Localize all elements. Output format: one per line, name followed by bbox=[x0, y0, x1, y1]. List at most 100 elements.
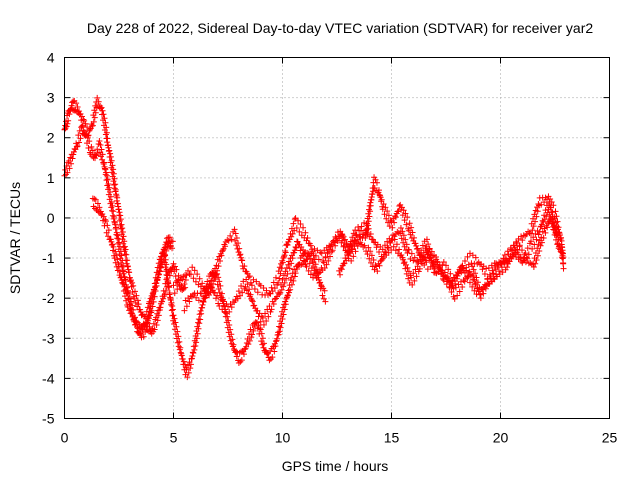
data-point bbox=[405, 246, 412, 253]
data-point bbox=[542, 229, 549, 236]
data-point bbox=[438, 270, 445, 277]
data-point bbox=[466, 268, 473, 275]
data-point bbox=[343, 240, 350, 247]
data-point bbox=[176, 281, 183, 288]
data-point bbox=[262, 310, 269, 317]
data-point bbox=[257, 318, 264, 325]
data-point bbox=[328, 248, 335, 255]
data-point bbox=[162, 252, 169, 259]
data-point bbox=[485, 265, 492, 272]
data-point bbox=[272, 343, 279, 350]
data-point bbox=[264, 351, 271, 358]
data-point bbox=[375, 187, 382, 194]
data-point bbox=[163, 266, 170, 273]
chart-title: Day 228 of 2022, Sidereal Day-to-day VTE… bbox=[87, 20, 593, 36]
data-point bbox=[78, 123, 85, 130]
data-point bbox=[327, 253, 334, 260]
data-point bbox=[372, 176, 379, 183]
data-point bbox=[83, 131, 90, 138]
data-point bbox=[501, 252, 508, 258]
data-point bbox=[128, 306, 135, 313]
data-point bbox=[80, 116, 87, 123]
data-point bbox=[180, 285, 187, 292]
data-point bbox=[477, 295, 484, 302]
data-point bbox=[300, 257, 307, 264]
data-point bbox=[392, 247, 399, 254]
data-point bbox=[126, 301, 133, 308]
data-point bbox=[174, 339, 181, 346]
data-point bbox=[480, 290, 487, 297]
data-point bbox=[486, 271, 493, 278]
data-point bbox=[307, 271, 314, 278]
data-point bbox=[275, 331, 282, 338]
data-point bbox=[65, 117, 72, 124]
data-point bbox=[505, 251, 512, 258]
data-point bbox=[219, 306, 226, 313]
data-point bbox=[258, 330, 265, 337]
data-point bbox=[247, 279, 254, 286]
data-point bbox=[108, 157, 115, 164]
data-point bbox=[489, 267, 496, 274]
data-point bbox=[76, 139, 83, 146]
data-point bbox=[533, 236, 540, 243]
data-point bbox=[184, 374, 191, 381]
data-point bbox=[117, 248, 124, 255]
data-point bbox=[155, 312, 162, 319]
data-point bbox=[472, 280, 479, 287]
data-point bbox=[385, 212, 392, 219]
data-point bbox=[440, 277, 447, 284]
data-point bbox=[116, 263, 122, 270]
axes: 0 5 10 15 20 25 -5 -4 -3 -2 -1 0 1 2 3 4 bbox=[42, 50, 617, 446]
data-point bbox=[133, 318, 140, 325]
data-point bbox=[301, 250, 308, 257]
data-point bbox=[131, 295, 138, 302]
data-point bbox=[355, 223, 362, 230]
data-point bbox=[119, 228, 126, 235]
data-point bbox=[524, 245, 531, 252]
data-point bbox=[534, 208, 541, 215]
data-point bbox=[113, 252, 120, 259]
data-point bbox=[64, 169, 71, 176]
data-point bbox=[404, 264, 411, 271]
data-point bbox=[389, 224, 396, 231]
data-point bbox=[360, 243, 367, 250]
data-point bbox=[100, 111, 107, 118]
data-point bbox=[213, 295, 220, 302]
data-point bbox=[363, 232, 370, 239]
data-point bbox=[173, 266, 180, 273]
data-point bbox=[211, 276, 218, 283]
data-point bbox=[248, 297, 255, 304]
data-point bbox=[451, 295, 458, 302]
x-tick-label: 15 bbox=[384, 430, 400, 446]
data-point bbox=[281, 279, 288, 286]
y-tick-label: -2 bbox=[42, 290, 55, 306]
data-point bbox=[72, 146, 79, 153]
data-point bbox=[290, 220, 297, 227]
data-point bbox=[479, 266, 486, 273]
data-point bbox=[522, 250, 529, 257]
data-point bbox=[426, 255, 433, 262]
data-point bbox=[287, 286, 294, 293]
data-point bbox=[226, 322, 233, 329]
x-tick-label: 10 bbox=[275, 430, 291, 446]
data-point bbox=[247, 291, 254, 298]
data-point bbox=[126, 269, 133, 276]
data-point bbox=[405, 227, 412, 234]
data-point bbox=[405, 268, 412, 275]
data-point bbox=[65, 159, 72, 166]
data-point bbox=[324, 250, 331, 257]
data-point bbox=[367, 202, 374, 209]
data-point bbox=[73, 143, 80, 150]
data-point bbox=[459, 284, 466, 291]
data-point bbox=[168, 299, 175, 306]
data-point bbox=[378, 257, 385, 264]
data-point bbox=[68, 102, 75, 109]
data-point bbox=[157, 263, 164, 270]
data-point bbox=[109, 162, 116, 169]
data-point bbox=[118, 274, 125, 281]
data-point bbox=[289, 255, 296, 262]
data-point bbox=[364, 251, 371, 258]
data-point bbox=[411, 254, 418, 261]
data-point bbox=[130, 282, 137, 289]
